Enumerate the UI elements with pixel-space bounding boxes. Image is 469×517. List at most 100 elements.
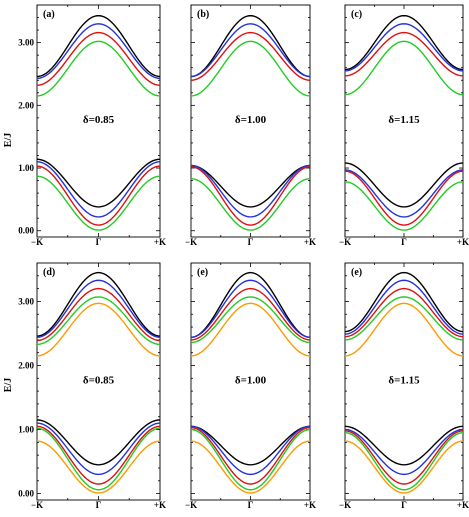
x-tick-label: +K (304, 237, 316, 247)
y-tick-label: 1.00 (18, 425, 34, 435)
lower-band-curve-2 (190, 164, 311, 218)
lower-band-curve-1 (344, 162, 464, 208)
y-tick-label: 0.00 (18, 226, 34, 236)
delta-label: δ=1.15 (388, 114, 420, 126)
lower-band-curve-1 (36, 419, 161, 466)
lower-band-curve-3 (190, 426, 311, 485)
panel-label: (c) (351, 9, 362, 20)
lower-band-curve-4 (344, 432, 464, 491)
x-tick-label: +K (304, 500, 316, 510)
lower-band-curve-3 (344, 170, 464, 226)
lower-band-curve-4 (36, 427, 161, 491)
delta-label: δ=0.85 (83, 374, 115, 386)
panel-4: 0.00 1.00 2.00 3.00 −K Γ +K (d) δ=0.85 (18, 262, 166, 510)
upper-band-curve-2 (344, 279, 464, 335)
upper-band-curve-4 (36, 40, 161, 97)
panel-1: 0.00 1.00 2.00 3.00 −K Γ +K (a) δ=0.85 (18, 4, 166, 247)
y-tick-label: 0.00 (18, 489, 34, 499)
panel-2: −K Γ +K (b) δ=1.00 (185, 4, 316, 247)
x-tick-label: Γ (96, 500, 102, 510)
x-tick-label: Γ (248, 237, 254, 247)
x-tick-label: +K (457, 500, 469, 510)
x-tick-label: Γ (96, 237, 102, 247)
lower-band-curve-4 (190, 177, 311, 231)
y-tick-label: 1.00 (18, 163, 34, 173)
upper-band-curve-1 (36, 271, 161, 337)
x-tick-label: Γ (248, 500, 254, 510)
lower-band-curve-2 (36, 422, 161, 476)
upper-band-curve-2 (190, 279, 311, 338)
x-tick-label: +K (154, 237, 166, 247)
panel-label: (d) (43, 267, 55, 278)
upper-band-curve-4 (190, 40, 311, 97)
x-tick-label: −K (339, 237, 351, 247)
lower-band-curve-5 (36, 440, 161, 494)
upper-band-curve-5 (344, 302, 464, 357)
ylabel-top: E/J (3, 133, 14, 147)
x-tick-label: −K (31, 500, 43, 510)
x-tick-label: −K (31, 237, 43, 247)
lower-band-curve-2 (344, 169, 464, 218)
lower-band-curve-5 (190, 440, 311, 494)
x-tick-label: +K (154, 500, 166, 510)
y-tick-label: 3.00 (18, 38, 34, 48)
delta-label: δ=0.85 (83, 114, 115, 126)
upper-band-curve-2 (344, 23, 464, 72)
lower-band-curve-4 (344, 181, 464, 231)
x-tick-label: +K (457, 237, 469, 247)
upper-band-curve-1 (36, 14, 161, 78)
upper-band-curve-4 (36, 296, 161, 346)
upper-band-curve-5 (36, 302, 161, 357)
upper-band-curve-3 (190, 287, 311, 341)
ylabel-bottom: E/J (3, 378, 14, 392)
x-tick-label: Γ (401, 237, 407, 247)
upper-band-curve-1 (190, 271, 311, 338)
y-tick-label: 2.00 (18, 100, 34, 110)
lower-band-curve-4 (36, 175, 161, 231)
lower-band-curve-3 (36, 165, 161, 226)
y-tick-label: 3.00 (18, 296, 34, 306)
lower-band-curve-2 (344, 428, 464, 476)
upper-band-curve-4 (344, 40, 464, 96)
x-tick-label: −K (185, 237, 197, 247)
x-tick-label: −K (339, 500, 351, 510)
upper-band-curve-2 (36, 279, 161, 338)
upper-band-curve-1 (344, 271, 464, 333)
panel-label: (a) (43, 9, 55, 20)
upper-band-curve-1 (344, 14, 464, 71)
upper-band-curve-2 (36, 23, 161, 80)
panel-6: −K Γ +K (e) δ=1.15 (339, 262, 469, 510)
panels-group: 0.00 1.00 2.00 3.00 −K Γ +K (a) δ=0.85 −K Γ +K (b) δ=… (18, 4, 469, 510)
y-tick-label: 2.00 (18, 360, 34, 370)
upper-band-curve-3 (344, 287, 464, 338)
panel-label: (e) (197, 267, 208, 278)
panel-label: (b) (197, 9, 209, 20)
lower-band-curve-3 (190, 166, 311, 226)
lower-band-curve-3 (344, 430, 464, 485)
x-tick-label: Γ (401, 500, 407, 510)
x-tick-label: −K (185, 500, 197, 510)
delta-label: δ=1.00 (235, 114, 267, 126)
upper-band-curve-3 (36, 31, 161, 86)
lower-band-curve-2 (36, 161, 161, 218)
panel-5: −K Γ +K (e) δ=1.00 (185, 262, 316, 510)
upper-band-curve-4 (344, 296, 464, 341)
lower-band-curve-1 (36, 158, 161, 208)
delta-label: δ=1.00 (235, 374, 267, 386)
panel-3: −K Γ +K (c) δ=1.15 (339, 4, 469, 247)
upper-band-curve-4 (190, 296, 311, 344)
delta-label: δ=1.15 (388, 374, 420, 386)
lower-band-curve-1 (190, 164, 311, 208)
upper-band-curve-5 (190, 302, 311, 357)
upper-band-curve-3 (36, 287, 161, 342)
lower-band-curve-1 (190, 425, 311, 466)
upper-band-curve-1 (190, 14, 311, 78)
upper-band-curve-2 (190, 23, 311, 78)
lower-band-curve-5 (344, 440, 464, 494)
lower-band-curve-1 (344, 425, 464, 466)
lower-band-curve-4 (190, 428, 311, 491)
lower-band-curve-3 (36, 425, 161, 485)
upper-band-curve-3 (190, 31, 311, 81)
panel-label: (e) (351, 267, 362, 278)
upper-band-curve-3 (344, 31, 464, 77)
